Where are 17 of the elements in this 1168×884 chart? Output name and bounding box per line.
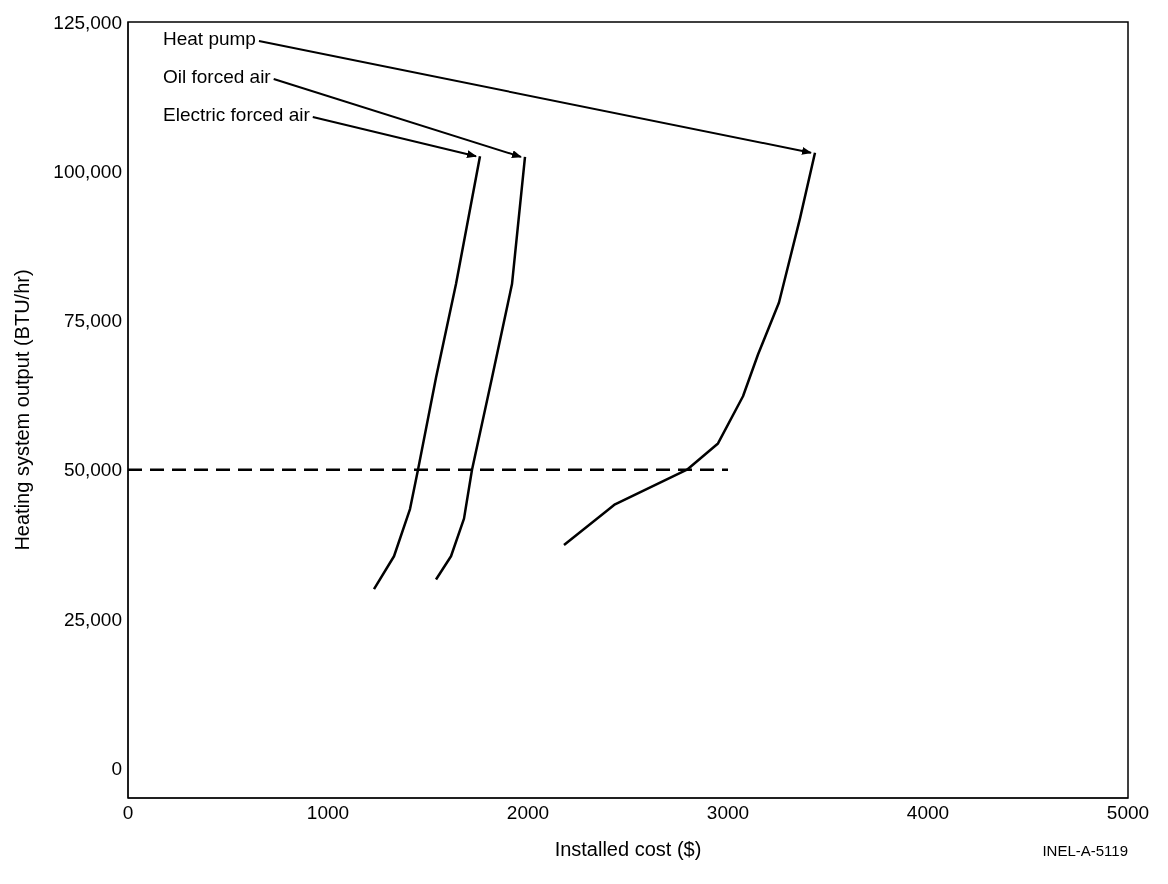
y-tick-label: 100,000 bbox=[53, 160, 122, 182]
y-tick-label: 50,000 bbox=[63, 459, 122, 481]
y-tick-label: 0 bbox=[111, 757, 122, 779]
x-axis-title: Installed cost ($) bbox=[554, 838, 702, 860]
y-tick-label: 25,000 bbox=[63, 608, 122, 630]
annotation: Electric forced air bbox=[163, 104, 311, 126]
y-tick-label: 75,000 bbox=[63, 310, 122, 332]
x-tick-label: 2000 bbox=[506, 802, 550, 824]
x-tick-label: 1000 bbox=[306, 802, 350, 824]
x-tick-label: 4000 bbox=[906, 802, 950, 824]
text: INEL-A-5119 bbox=[1042, 842, 1128, 859]
y-tick-label: 125,000 bbox=[53, 11, 122, 33]
y-axis-title: Heating system output (BTU/hr) bbox=[11, 269, 34, 551]
annotation: Heat pump bbox=[163, 28, 256, 50]
annotation: Oil forced air bbox=[163, 66, 272, 88]
x-tick-label: 3000 bbox=[706, 802, 750, 824]
x-tick-label: 5000 bbox=[1106, 802, 1150, 824]
